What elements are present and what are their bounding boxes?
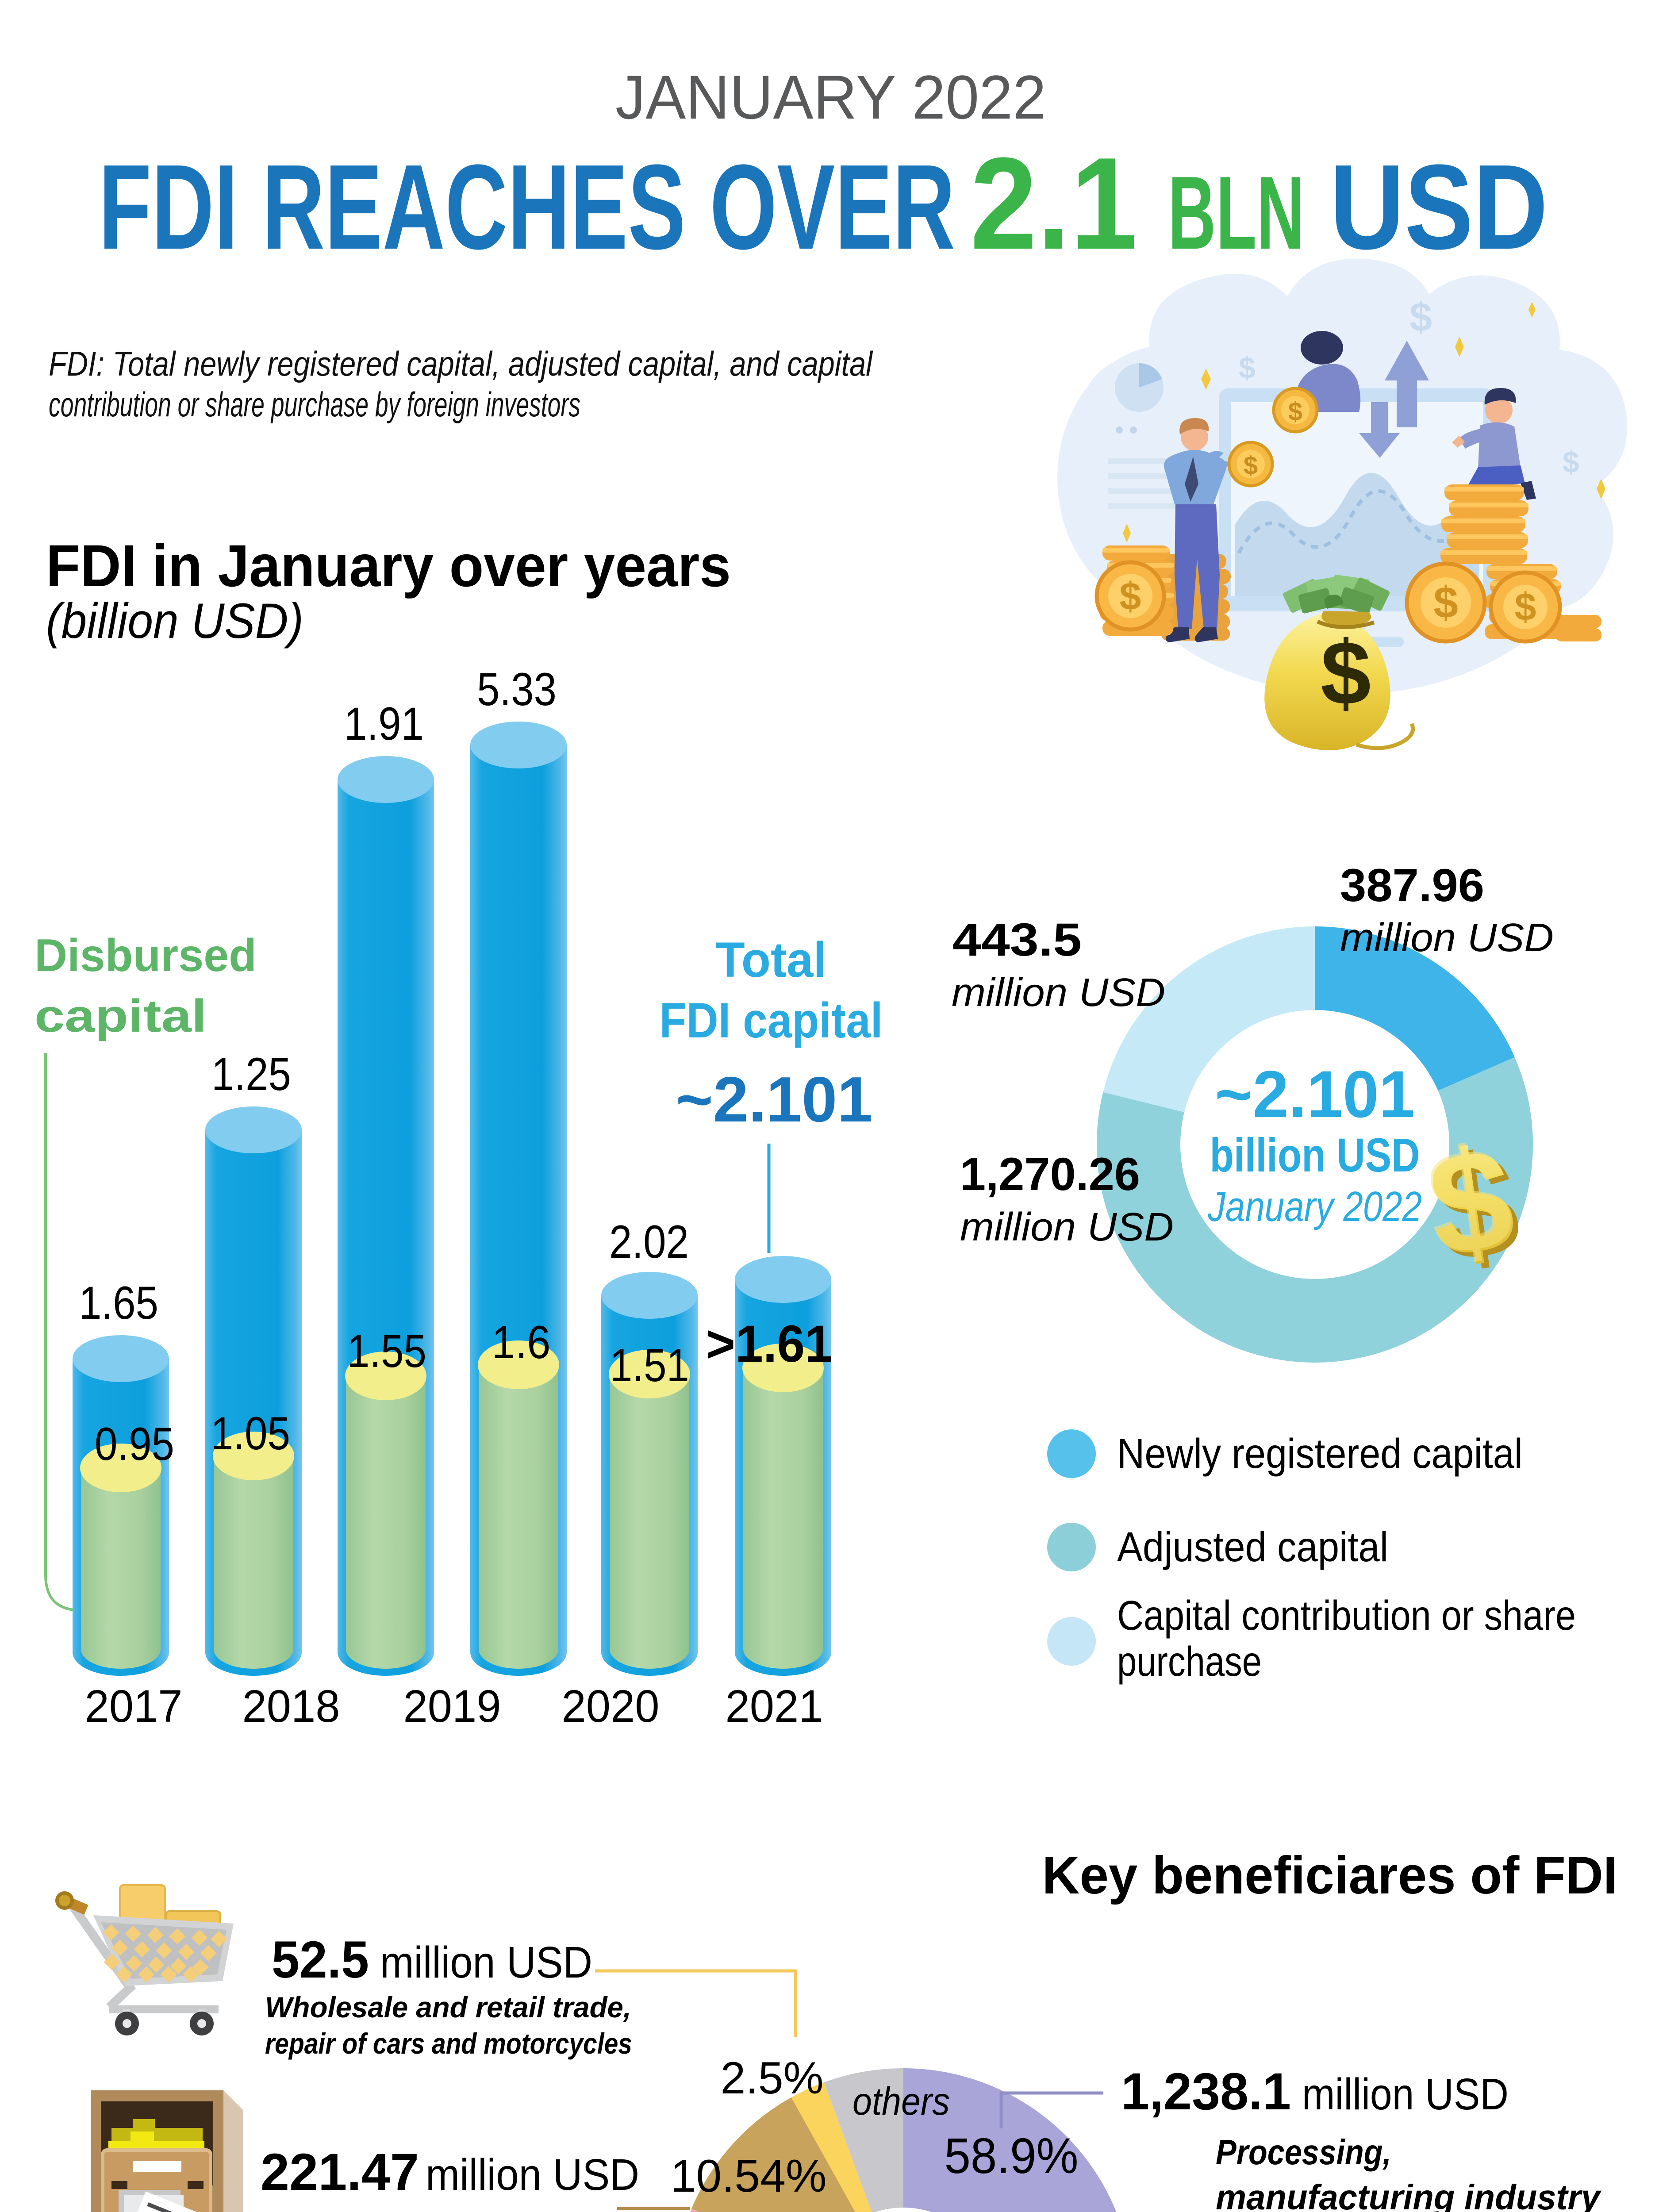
- svg-text:2018: 2018: [242, 1681, 340, 1732]
- svg-text:1.51: 1.51: [610, 1340, 689, 1391]
- svg-text:387.96: 387.96: [1340, 860, 1484, 911]
- svg-text:52.5: 52.5: [272, 1931, 369, 1989]
- svg-text:BLN: BLN: [1168, 154, 1305, 271]
- svg-text:Processing,: Processing,: [1216, 2132, 1391, 2172]
- svg-text:$: $: [1321, 622, 1371, 724]
- svg-text:$: $: [1409, 295, 1432, 340]
- svg-text:billion USD: billion USD: [1210, 1128, 1420, 1182]
- svg-text:$: $: [1433, 578, 1458, 627]
- svg-text:1.55: 1.55: [347, 1325, 426, 1377]
- svg-text:others: others: [853, 2079, 950, 2123]
- svg-text:million USD: million USD: [426, 2150, 639, 2200]
- svg-text:Total: Total: [716, 932, 827, 987]
- svg-text:>1.61: >1.61: [706, 1315, 833, 1373]
- svg-text:443.5: 443.5: [952, 914, 1082, 966]
- svg-text:2017: 2017: [85, 1681, 183, 1732]
- svg-text:Adjusted capital: Adjusted capital: [1117, 1524, 1388, 1571]
- svg-text:1.6: 1.6: [492, 1317, 551, 1368]
- svg-text:1.65: 1.65: [79, 1277, 158, 1329]
- svg-text:2.5%: 2.5%: [721, 2053, 824, 2103]
- svg-text:2.02: 2.02: [609, 1216, 689, 1268]
- svg-text:221.47: 221.47: [261, 2143, 419, 2201]
- svg-text:repair of cars and motorcycles: repair of cars and motorcycles: [265, 2027, 632, 2060]
- svg-text:$: $: [1288, 397, 1302, 426]
- svg-text:FDI in January over years: FDI in January over years: [46, 533, 731, 599]
- svg-text:~2.101: ~2.101: [1215, 1057, 1415, 1131]
- svg-text:58.9%: 58.9%: [945, 2128, 1079, 2184]
- svg-text:10.54%: 10.54%: [671, 2151, 827, 2202]
- svg-text:1,270.26: 1,270.26: [960, 1148, 1140, 1200]
- svg-text:$: $: [1515, 585, 1536, 629]
- svg-text:1.05: 1.05: [211, 1408, 290, 1459]
- svg-text:$: $: [1120, 574, 1141, 618]
- svg-text:1.91: 1.91: [344, 698, 424, 750]
- svg-text:Key beneficiares of FDI: Key beneficiares of FDI: [1042, 1846, 1618, 1905]
- svg-text:$: $: [1563, 445, 1579, 479]
- svg-text:Disbursed: Disbursed: [35, 930, 257, 981]
- svg-text:USD: USD: [1330, 139, 1548, 274]
- svg-text:Newly registered capital: Newly registered capital: [1117, 1430, 1523, 1477]
- svg-text:million USD: million USD: [952, 971, 1165, 1015]
- svg-text:~2.101: ~2.101: [676, 1064, 873, 1135]
- svg-text:manufacturing industry: manufacturing industry: [1216, 2177, 1601, 2212]
- svg-text:5.33: 5.33: [477, 664, 557, 715]
- svg-text:JANUARY 2022: JANUARY 2022: [615, 62, 1046, 132]
- svg-text:million USD: million USD: [960, 1205, 1174, 1249]
- svg-text:0.95: 0.95: [95, 1418, 174, 1470]
- svg-text:FDI capital: FDI capital: [660, 993, 883, 1048]
- svg-text:FDI REACHES OVER: FDI REACHES OVER: [99, 139, 955, 274]
- svg-text:million USD: million USD: [380, 1938, 592, 1987]
- svg-text:January 2022: January 2022: [1207, 1183, 1422, 1230]
- svg-text:2.1: 2.1: [970, 130, 1137, 276]
- svg-text:$: $: [1239, 351, 1256, 385]
- svg-text:FDI: Total newly registered ca: FDI: Total newly registered capital, adj…: [49, 344, 873, 383]
- svg-text:capital: capital: [35, 991, 207, 1042]
- svg-text:purchase: purchase: [1117, 1638, 1262, 1685]
- svg-text:Capital contribution or share: Capital contribution or share: [1117, 1592, 1576, 1639]
- svg-text:2021: 2021: [726, 1681, 823, 1732]
- svg-text:million USD: million USD: [1340, 916, 1554, 960]
- svg-text:contribution or share purchase: contribution or share purchase by foreig…: [49, 385, 580, 424]
- svg-text:million USD: million USD: [1302, 2070, 1509, 2119]
- svg-text:1.25: 1.25: [211, 1048, 291, 1100]
- svg-text:2020: 2020: [562, 1681, 660, 1732]
- svg-text:1,238.1: 1,238.1: [1121, 2062, 1291, 2121]
- svg-text:(billion USD): (billion USD): [46, 593, 303, 649]
- svg-text:$: $: [1244, 451, 1258, 480]
- svg-text:Wholesale and retail trade,: Wholesale and retail trade,: [265, 1991, 631, 2024]
- svg-text:2019: 2019: [403, 1681, 501, 1732]
